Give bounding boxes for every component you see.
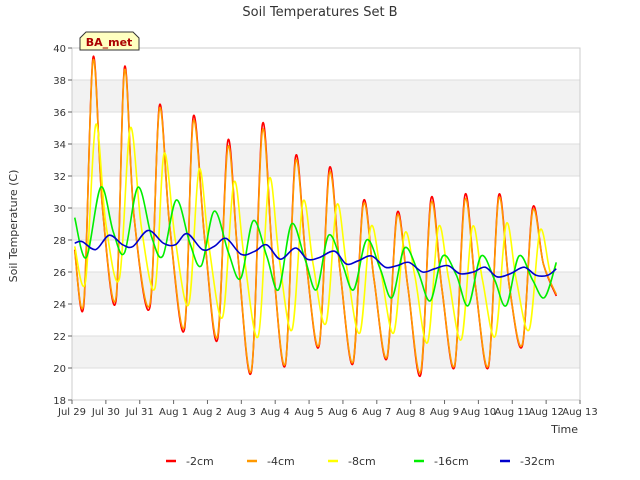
y-tick-label: 30 <box>53 204 66 215</box>
y-tick-label: 26 <box>53 268 66 279</box>
x-tick-label: Jul 31 <box>125 407 154 418</box>
x-tick-label: Aug 7 <box>362 407 391 418</box>
y-tick-label: 22 <box>53 332 66 343</box>
x-tick-label: Aug 3 <box>227 407 256 418</box>
x-axis-ticks: Jul 29 Jul 30 Jul 31 Aug 1 Aug 2 Aug 3 Aug 4 Au… <box>57 400 598 418</box>
y-tick-label: 24 <box>53 300 66 311</box>
x-tick-label: Aug 12 <box>528 407 563 418</box>
legend-label: -2cm <box>186 455 214 468</box>
y-tick-label: 32 <box>53 172 66 183</box>
legend-label: -16cm <box>434 455 469 468</box>
x-tick-label: Jul 29 <box>57 407 86 418</box>
x-tick-label: Aug 9 <box>430 407 459 418</box>
legend-label: -32cm <box>520 455 555 468</box>
y-axis-label: Soil Temperature (C) <box>7 170 20 283</box>
background-band <box>72 144 580 176</box>
station-tag: BA_met <box>79 31 140 51</box>
x-tick-label: Aug 8 <box>396 407 425 418</box>
x-tick-label: Aug 5 <box>295 407 324 418</box>
y-tick-label: 18 <box>53 396 66 407</box>
series-lines <box>73 55 558 378</box>
x-tick-label: Aug 13 <box>562 407 597 418</box>
plot-frame <box>71 47 581 401</box>
x-tick-label: Aug 4 <box>261 407 290 418</box>
y-tick-label: 40 <box>53 44 66 55</box>
y-axis-ticks: 18 20 22 24 26 28 30 32 34 36 38 40 <box>53 44 72 407</box>
background-band <box>72 80 580 112</box>
background-band <box>72 336 580 368</box>
legend-label: -8cm <box>348 455 376 468</box>
y-tick-label: 20 <box>53 364 66 375</box>
y-tick-label: 28 <box>53 236 66 247</box>
station-tag-label: BA_met <box>86 36 133 49</box>
x-tick-label: Aug 2 <box>193 407 222 418</box>
series-line-4cm <box>73 58 558 374</box>
x-tick-label: Aug 10 <box>461 407 496 418</box>
x-tick-label: Jul 30 <box>91 407 120 418</box>
legend: -2cm -4cm -8cm -16cm -32cm <box>166 455 555 468</box>
y-tick-label: 36 <box>53 108 66 119</box>
alternating-background-bands <box>72 80 580 368</box>
y-tick-label: 38 <box>53 76 66 87</box>
x-tick-label: Aug 11 <box>495 407 530 418</box>
x-tick-label: Aug 1 <box>159 407 188 418</box>
x-tick-label: Aug 6 <box>328 407 357 418</box>
series-line-32cm <box>74 229 557 278</box>
y-tick-label: 34 <box>53 140 66 151</box>
x-axis-label: Time <box>550 423 578 436</box>
legend-label: -4cm <box>267 455 295 468</box>
series-line-8cm <box>73 123 558 344</box>
chart-title: Soil Temperatures Set B <box>242 5 397 20</box>
